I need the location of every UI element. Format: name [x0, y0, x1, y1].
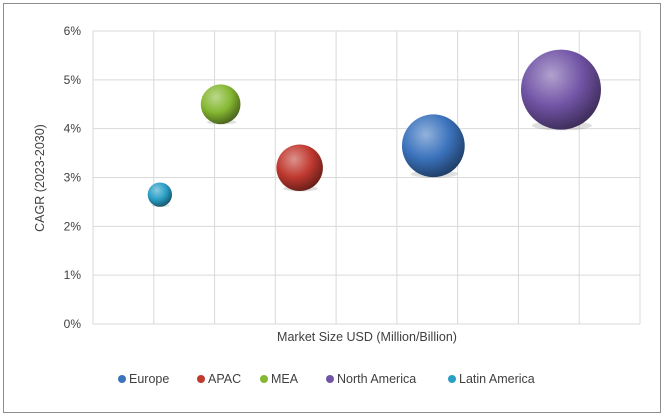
y-axis-label: CAGR (2023-2030): [33, 124, 47, 232]
bubble-europe: [401, 114, 465, 178]
y-tick-label: 3%: [64, 171, 82, 185]
bubble-apac: [276, 144, 323, 192]
legend-label: North America: [337, 372, 416, 386]
y-tick-label: 6%: [64, 24, 82, 38]
y-tick-label: 4%: [64, 122, 82, 136]
legend-marker: [118, 375, 126, 383]
legend-label: Europe: [129, 372, 169, 386]
legend-marker: [448, 375, 456, 383]
legend-label: Latin America: [459, 372, 535, 386]
y-tick-label: 0%: [64, 317, 82, 331]
y-tick-labels: 0% 1% 2% 3% 4% 5% 6%: [64, 24, 82, 331]
y-tick-label: 1%: [64, 268, 82, 282]
y-tick-label: 2%: [64, 219, 82, 233]
x-axis-label: Market Size USD (Million/Billion): [277, 330, 457, 344]
bubble-north-america: [520, 49, 601, 130]
legend-label: APAC: [208, 372, 241, 386]
legend-marker: [197, 375, 205, 383]
bubble-mea: [200, 84, 241, 125]
legend-marker: [260, 375, 268, 383]
legend: Europe APAC MEA North America Latin America: [118, 372, 535, 386]
bubble-latin-america: [147, 182, 173, 207]
legend-marker: [326, 375, 334, 383]
legend-label: MEA: [271, 372, 299, 386]
bubbles: [147, 49, 601, 207]
y-tick-label: 5%: [64, 73, 82, 87]
